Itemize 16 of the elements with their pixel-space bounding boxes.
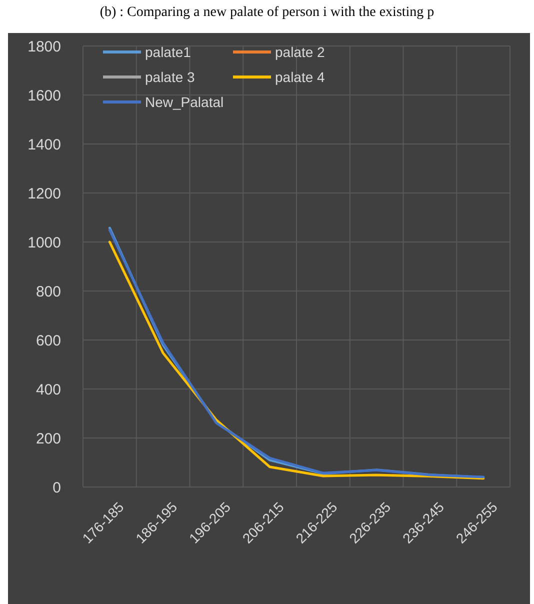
- y-tick-label: 1400: [28, 136, 61, 154]
- y-tick-label: 600: [36, 332, 61, 350]
- legend-label: palate 2: [275, 44, 326, 60]
- y-tick-label: 400: [36, 381, 61, 398]
- legend-label: palate 4: [275, 68, 326, 85]
- chart-title: (b) : Comparing a new palate of person i with the existing p: [100, 5, 434, 20]
- y-tick-label: 1000: [28, 234, 61, 252]
- y-tick-label: 800: [36, 283, 61, 300]
- legend-label: palate 3: [145, 68, 196, 85]
- y-tick-label: 0: [52, 479, 61, 496]
- y-tick-label: 1600: [28, 87, 61, 104]
- legend-label: New_Palatal: [145, 94, 224, 110]
- y-tick-label: 200: [36, 430, 61, 448]
- y-tick-label: 1200: [28, 185, 61, 202]
- y-tick-label: 1800: [28, 38, 61, 56]
- legend-label: palate1: [145, 44, 192, 60]
